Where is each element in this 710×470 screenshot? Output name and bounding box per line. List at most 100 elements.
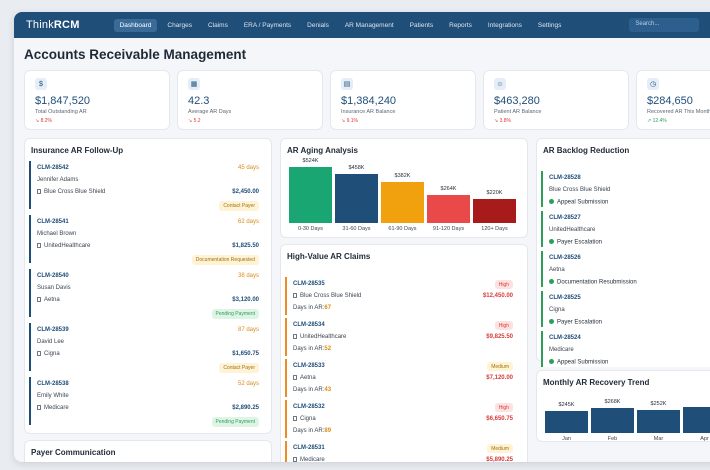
high-value-claim[interactable]: CLM-28531 Medium Medicare $5,890.25 <box>285 441 519 462</box>
kpi-label: Average AR Days <box>188 109 232 115</box>
aging-title: AR Aging Analysis <box>287 146 358 155</box>
claim-id[interactable]: CLM-28525 <box>549 295 581 301</box>
claim-amount: $1,650.75 <box>232 351 259 357</box>
backlog-item[interactable]: CLM-28528 Blue Cross Blue Shield Appeal Su… <box>541 171 710 207</box>
backlog-item[interactable]: CLM-28525 Cigna Payer Escalation <box>541 291 710 327</box>
insurer: Blue Cross Blue Shield <box>37 189 105 195</box>
nav-item-ar-management[interactable]: AR Management <box>344 21 394 29</box>
claim-id[interactable]: CLM-28533 <box>293 363 325 369</box>
page-title: Accounts Receivable Management <box>24 47 247 62</box>
claim-id[interactable]: CLM-28526 <box>549 255 581 261</box>
nav-item-charges[interactable]: Charges <box>167 21 192 29</box>
recovery-bar[interactable] <box>545 410 588 433</box>
brand-main: Think <box>26 19 54 31</box>
backlog-item[interactable]: CLM-28524 Medicare Appeal Submission <box>541 331 710 367</box>
high-value-claim[interactable]: CLM-28534 High UnitedHealthcare $9,825.50 Da… <box>285 318 519 356</box>
high-value-claim[interactable]: CLM-28532 High Cigna $6,650.75 Days in AR:89 <box>285 400 519 438</box>
recovery-bar[interactable] <box>591 408 634 433</box>
document-icon <box>37 297 41 302</box>
claim-amount: $2,450.00 <box>232 189 259 195</box>
aging-bar-label: $220K <box>486 190 503 197</box>
claim-days: 52 days <box>237 381 259 387</box>
payer-communication-panel: Payer Communication <box>24 440 272 462</box>
days-in-ar-value: 89 <box>324 428 332 434</box>
nav-item-claims[interactable]: Claims <box>207 21 228 29</box>
status-badge: Contact Payer <box>219 363 259 373</box>
aging-category-label: 31-60 Days <box>342 226 371 232</box>
nav-item-dashboard[interactable]: Dashboard <box>113 18 158 32</box>
insurer-name: Aetna <box>44 297 60 303</box>
status-badge: Pending Payment <box>211 417 259 427</box>
claim-id[interactable]: CLM-28531 <box>293 445 325 451</box>
insurer-name: Medicare <box>549 347 574 353</box>
nav-item-settings[interactable]: Settings <box>537 21 562 29</box>
backlog-item[interactable]: CLM-28526 Aetna Documentation Resubmission <box>541 251 710 287</box>
followup-claim[interactable]: CLM-28541 62 days Michael Brown UnitedHealt… <box>29 215 265 265</box>
claim-amount: $1,825.50 <box>232 243 259 249</box>
status-dot-icon <box>549 279 554 284</box>
app-window: ThinkRCM Dashboard Charges Claims ERA / Pay… <box>14 12 710 462</box>
insurer: Medicare <box>293 457 325 462</box>
days-in-ar: Days in AR:52 <box>293 346 331 352</box>
aging-bar[interactable] <box>335 174 378 223</box>
claim-id[interactable]: CLM-28534 <box>293 322 325 328</box>
priority-badge: High <box>494 321 513 330</box>
aging-bar[interactable] <box>381 182 424 223</box>
insurer-name: Medicare <box>300 457 325 462</box>
kpi-card: ▤ $1,384,240 Insurance AR Balance ↘ 9.1% <box>330 70 476 130</box>
aging-bar[interactable] <box>289 167 332 223</box>
nav-item-era-payments[interactable]: ERA / Payments <box>243 21 292 29</box>
recovery-bar[interactable] <box>637 409 680 433</box>
backlog-item[interactable]: CLM-28527 UnitedHealthcare Payer Escalatio… <box>541 211 710 247</box>
nav-item-patients[interactable]: Patients <box>409 21 434 29</box>
insurer-name: Blue Cross Blue Shield <box>549 187 611 193</box>
recovery-bar[interactable] <box>683 407 710 433</box>
nav-item-reports[interactable]: Reports <box>449 21 472 29</box>
status-badge: Contact Payer <box>219 201 259 211</box>
claim-amount: $7,120.00 <box>486 375 513 381</box>
followup-claim[interactable]: CLM-28540 38 days Susan Davis Aetna $3,120.0… <box>29 269 265 319</box>
brand-logo[interactable]: ThinkRCM <box>26 19 80 31</box>
claim-id[interactable]: CLM-28539 <box>37 327 69 333</box>
aging-category-label: 120+ Days <box>481 226 508 232</box>
document-icon <box>37 189 41 194</box>
claim-id[interactable]: CLM-28538 <box>37 381 69 387</box>
priority-badge: Medium <box>487 362 513 371</box>
payer-communication-title: Payer Communication <box>31 448 116 457</box>
days-in-ar-value: 52 <box>324 346 332 352</box>
high-value-panel: High-Value AR Claims CLM-28535 High Blue C… <box>280 244 528 462</box>
claim-id[interactable]: CLM-28541 <box>37 219 69 225</box>
claim-id[interactable]: CLM-28542 <box>37 165 69 171</box>
claim-id[interactable]: CLM-28524 <box>549 335 581 341</box>
followup-title: Insurance AR Follow-Up <box>31 146 124 155</box>
kpi-change: ↘ 5.2 <box>188 118 201 124</box>
kpi-value: $463,280 <box>494 95 540 107</box>
insurer-name: UnitedHealthcare <box>44 243 91 249</box>
insurer: Cigna <box>37 351 60 357</box>
followup-claim[interactable]: CLM-28539 87 days David Lee Cigna $1,650.75 C… <box>29 323 265 373</box>
days-in-ar-label: Days in AR: <box>293 305 325 311</box>
recovery-bar-label: $252K <box>650 400 667 407</box>
claim-id[interactable]: CLM-28528 <box>549 175 581 181</box>
high-value-claim[interactable]: CLM-28535 High Blue Cross Blue Shield $12,4… <box>285 277 519 315</box>
nav-item-integrations[interactable]: Integrations <box>487 21 522 29</box>
claim-id[interactable]: CLM-28532 <box>293 404 325 410</box>
kpi-label: Recovered AR This Month <box>647 109 710 115</box>
nav-item-denials[interactable]: Denials <box>307 21 329 29</box>
document-icon <box>293 334 297 339</box>
aging-bar[interactable] <box>473 199 516 223</box>
insurer-name: Medicare <box>44 405 69 411</box>
nav-menu: Dashboard Charges Claims ERA / Payments Deni… <box>113 18 568 32</box>
recovery-category-label: Mar <box>653 436 664 442</box>
document-icon <box>37 243 41 248</box>
aging-category-label: 61-90 Days <box>388 226 417 232</box>
followup-claim[interactable]: CLM-28542 45 days Jennifer Adams Blue Cross… <box>29 161 265 211</box>
followup-claim[interactable]: CLM-28538 52 days Emily White Medicare $2,89… <box>29 377 265 427</box>
claim-id[interactable]: CLM-28535 <box>293 281 325 287</box>
claim-id[interactable]: CLM-28540 <box>37 273 69 279</box>
high-value-claim[interactable]: CLM-28533 Medium Aetna $7,120.00 Days in AR:… <box>285 359 519 397</box>
claim-id[interactable]: CLM-28527 <box>549 215 581 221</box>
aging-bar[interactable] <box>427 194 470 223</box>
insurer-name: UnitedHealthcare <box>549 227 596 233</box>
search-input[interactable]: Search... <box>629 18 700 32</box>
